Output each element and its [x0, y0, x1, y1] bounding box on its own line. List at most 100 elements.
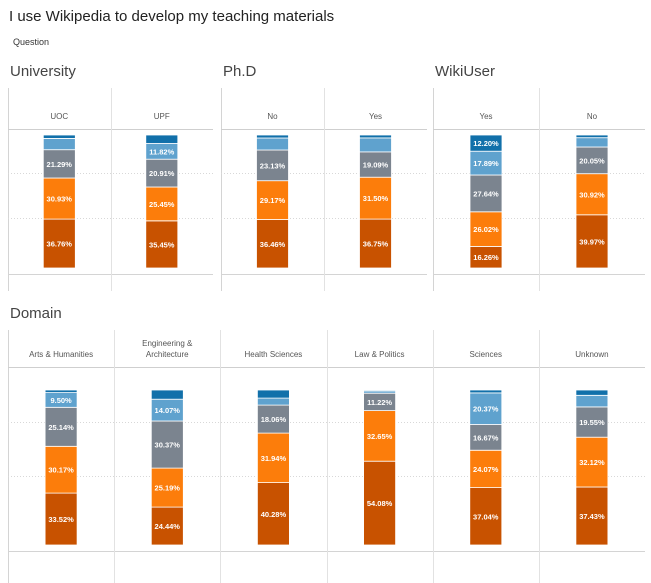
- data-label-ph-d-yes-s2: 31.50%: [363, 194, 389, 203]
- data-label-domain-law-politics-s1: 54.08%: [367, 499, 393, 508]
- bar-domain-health-sciences-s2: [256, 432, 290, 484]
- bar-domain-sciences-s1: [469, 487, 503, 546]
- bar-wikiuser-no-s3: [575, 146, 609, 175]
- bar-ph-d-no-s4: [256, 137, 289, 151]
- bar-domain-unknown-s5: [575, 389, 609, 396]
- data-label-domain-unknown-s1: 37.43%: [579, 512, 605, 521]
- bar-ph-d-yes-s3: [359, 151, 392, 178]
- data-label-ph-d-yes-s1: 36.75%: [363, 240, 389, 249]
- data-label-university-upf-s3: 20.91%: [149, 169, 175, 178]
- bar-domain-unknown-s4: [575, 394, 609, 408]
- panel-title-university: University: [10, 63, 76, 80]
- bar-ph-d-yes-s1: [359, 218, 392, 269]
- panel-title-ph-d: Ph.D: [223, 63, 257, 80]
- data-label-domain-sciences-s4: 20.37%: [473, 405, 499, 414]
- data-label-domain-arts-humanities-s3: 25.14%: [48, 423, 74, 432]
- bar-wikiuser-yes-s2: [469, 211, 503, 247]
- data-label-domain-sciences-s1: 37.04%: [473, 512, 499, 521]
- bar-domain-engineering-architecture-s5: [150, 389, 184, 400]
- data-label-domain-health-sciences-s2: 31.94%: [261, 454, 287, 463]
- data-label-domain-law-politics-s3: 11.22%: [367, 398, 392, 407]
- bar-domain-unknown-s3: [575, 406, 609, 438]
- data-label-domain-unknown-s3: 19.55%: [579, 418, 605, 427]
- category-label-uoc: UOC: [50, 112, 68, 121]
- bar-university-upf-s3: [145, 158, 179, 188]
- data-label-university-uoc-s1: 36.76%: [47, 240, 73, 249]
- data-label-domain-health-sciences-s1: 40.28%: [261, 510, 287, 519]
- data-label-wikiuser-yes-s4: 17.89%: [473, 159, 499, 168]
- data-label-domain-engineering-architecture-s2: 25.19%: [155, 484, 181, 493]
- panel-title-domain: Domain: [10, 305, 62, 322]
- data-label-university-upf-s1: 35.45%: [149, 240, 175, 249]
- bar-university-uoc-s5: [42, 134, 76, 139]
- bar-wikiuser-yes-s5: [469, 134, 503, 152]
- data-label-ph-d-no-s1: 36.46%: [260, 240, 286, 249]
- data-label-ph-d-yes-s3: 19.09%: [363, 161, 389, 170]
- category-label-no: No: [267, 112, 278, 121]
- data-label-wikiuser-no-s2: 30.92%: [579, 190, 605, 199]
- bar-domain-unknown-s2: [575, 436, 609, 488]
- data-label-ph-d-no-s3: 23.13%: [260, 161, 286, 170]
- chart-title: I use Wikipedia to develop my teaching m…: [9, 8, 335, 25]
- data-label-domain-law-politics-s2: 32.65%: [367, 432, 393, 441]
- bar-university-upf-s5: [145, 134, 179, 144]
- bar-domain-health-sciences-s1: [256, 482, 290, 546]
- category-label-yes: Yes: [479, 112, 492, 121]
- bar-ph-d-no-s1: [256, 219, 289, 269]
- bar-wikiuser-no-s5: [575, 134, 609, 139]
- bar-domain-arts-humanities-s2: [44, 445, 78, 494]
- bar-ph-d-yes-s5: [359, 134, 392, 139]
- bar-wikiuser-yes-s3: [469, 174, 503, 213]
- data-label-university-uoc-s2: 30.93%: [47, 195, 73, 204]
- data-label-domain-engineering-architecture-s3: 30.37%: [155, 441, 181, 450]
- data-label-domain-unknown-s2: 32.12%: [579, 458, 605, 467]
- bar-university-uoc-s4: [42, 137, 76, 151]
- data-label-domain-engineering-architecture-s4: 14.07%: [155, 406, 181, 415]
- data-label-domain-arts-humanities-s4: 9.50%: [50, 396, 72, 405]
- data-label-wikiuser-yes-s2: 26.02%: [473, 225, 499, 234]
- bar-ph-d-yes-s4: [359, 137, 392, 153]
- bar-domain-engineering-architecture-s1: [150, 506, 184, 546]
- category-label-no: No: [587, 112, 598, 121]
- bar-domain-health-sciences-s5: [256, 389, 290, 399]
- bar-domain-sciences-s4: [469, 392, 503, 425]
- data-label-university-upf-s2: 25.45%: [149, 200, 175, 209]
- data-label-domain-arts-humanities-s2: 30.17%: [48, 466, 74, 475]
- bar-ph-d-no-s2: [256, 180, 289, 220]
- data-label-domain-sciences-s3: 16.67%: [473, 433, 499, 442]
- data-label-wikiuser-no-s3: 20.05%: [579, 156, 605, 165]
- bar-domain-unknown-s1: [575, 486, 609, 546]
- category-label-unknown: Unknown: [575, 350, 608, 359]
- bar-domain-sciences-s3: [469, 423, 503, 451]
- data-label-wikiuser-yes-s3: 27.64%: [473, 189, 499, 198]
- bar-domain-engineering-architecture-s3: [150, 420, 184, 469]
- category-label-engineering-architecture: Architecture: [146, 350, 189, 359]
- category-label-engineering-architecture: Engineering &: [142, 339, 193, 348]
- bar-wikiuser-no-s4: [575, 137, 609, 148]
- category-label-yes: Yes: [369, 112, 382, 121]
- bar-ph-d-no-s3: [256, 149, 289, 182]
- category-label-health-sciences: Health Sciences: [245, 350, 303, 359]
- data-label-domain-health-sciences-s3: 18.06%: [261, 415, 287, 424]
- category-label-law-politics: Law & Politics: [355, 350, 405, 359]
- bar-domain-arts-humanities-s3: [44, 406, 78, 447]
- legend-label: Question: [13, 37, 50, 47]
- category-label-sciences: Sciences: [470, 350, 502, 359]
- bar-domain-law-politics-s5: [363, 389, 397, 392]
- category-label-arts-humanities: Arts & Humanities: [29, 350, 93, 359]
- data-label-wikiuser-yes-s5: 12.20%: [473, 139, 499, 148]
- data-label-domain-sciences-s2: 24.07%: [473, 465, 499, 474]
- bar-domain-law-politics-s1: [363, 460, 397, 546]
- bar-domain-arts-humanities-s5: [44, 389, 78, 393]
- bar-ph-d-no-s5: [256, 134, 289, 139]
- category-label-upf: UPF: [154, 112, 170, 121]
- data-label-domain-arts-humanities-s1: 33.52%: [48, 515, 74, 524]
- bar-university-uoc-s1: [42, 218, 76, 269]
- bar-domain-arts-humanities-s1: [44, 492, 78, 546]
- data-label-university-uoc-s3: 21.29%: [47, 160, 73, 169]
- bar-domain-sciences-s2: [469, 449, 503, 488]
- bar-university-upf-s1: [145, 220, 179, 269]
- bar-ph-d-yes-s2: [359, 176, 392, 220]
- data-label-domain-engineering-architecture-s1: 24.44%: [155, 522, 181, 531]
